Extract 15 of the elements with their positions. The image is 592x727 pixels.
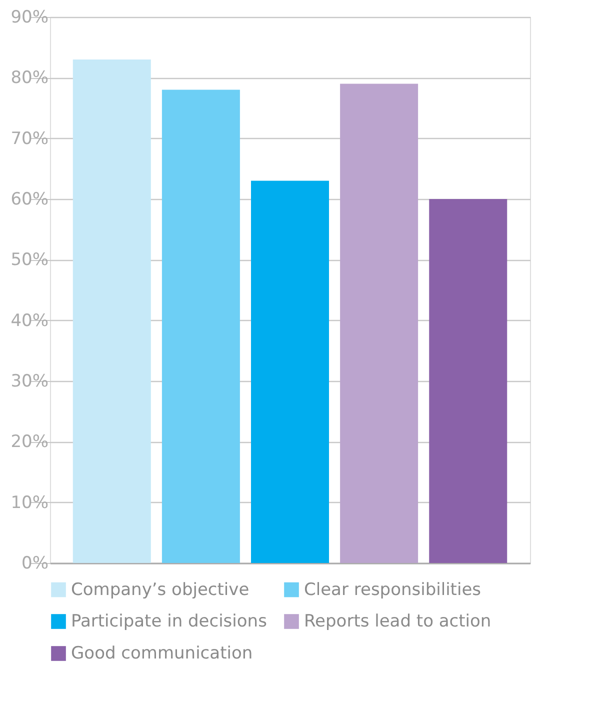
y-tick-label: 50%: [10, 250, 48, 270]
y-tick-label: 80%: [10, 68, 48, 88]
legend-label: Clear responsibilities: [304, 580, 482, 600]
y-tick-label: 20%: [10, 432, 48, 452]
legend-label: Good communication: [71, 644, 253, 664]
y-tick-label: 90%: [10, 8, 48, 28]
legend-label: Participate in decisions: [71, 612, 268, 632]
y-tick-label: 40%: [10, 310, 48, 331]
y-tick-label: 70%: [10, 128, 48, 149]
legend-label: Company’s objective: [71, 580, 250, 600]
y-tick-label: 0%: [22, 554, 48, 574]
legend-label: Reports lead to action: [304, 612, 492, 632]
y-tick-label: 30%: [10, 372, 48, 392]
y-tick-label: 60%: [10, 190, 48, 210]
y-tick-label: 10%: [10, 492, 48, 513]
